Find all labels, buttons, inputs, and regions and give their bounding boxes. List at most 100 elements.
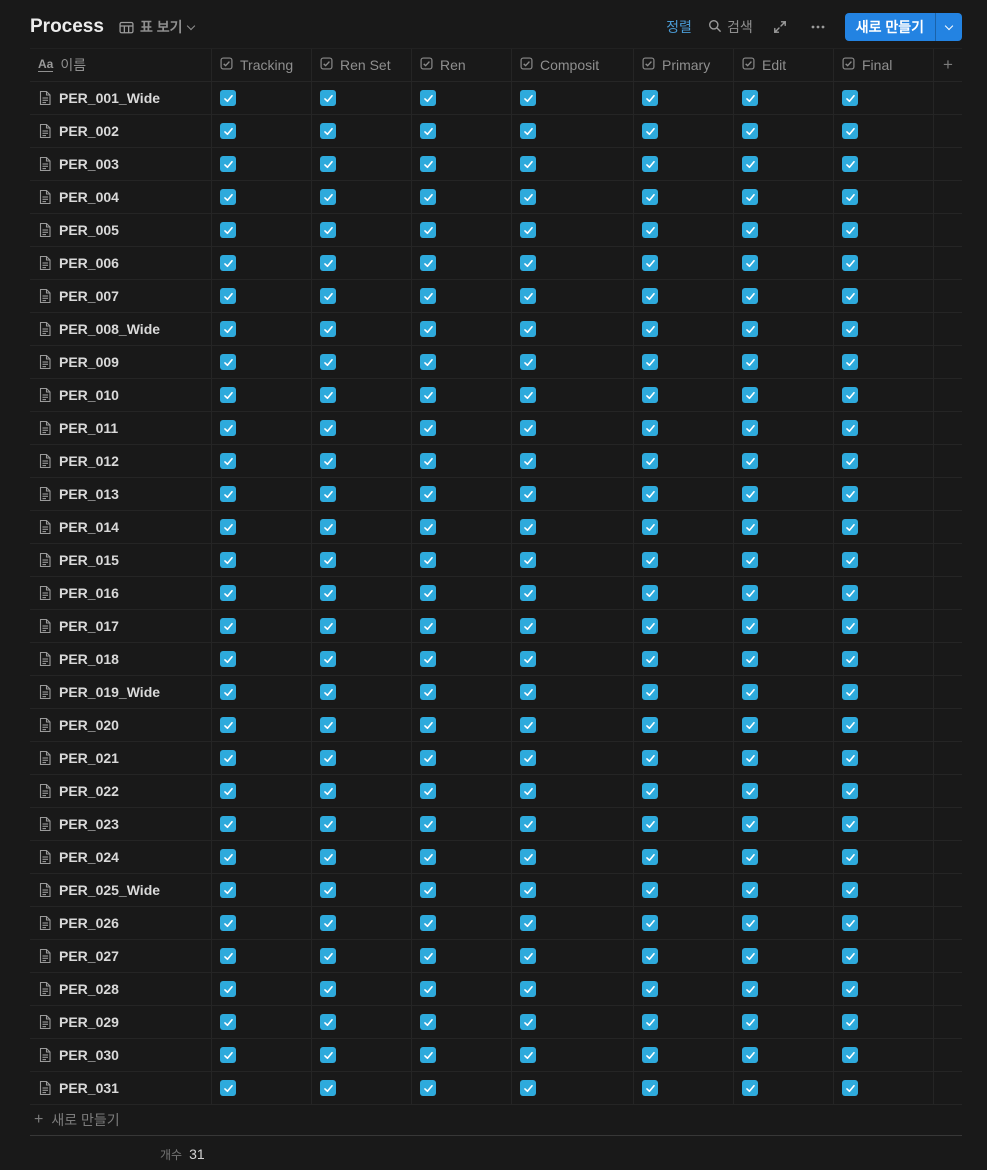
checkbox[interactable]: [742, 189, 758, 205]
checkbox-cell[interactable]: [212, 445, 312, 477]
checkbox[interactable]: [320, 189, 336, 205]
checkbox[interactable]: [420, 354, 436, 370]
table-row[interactable]: PER_019_Wide: [30, 676, 962, 709]
checkbox-cell[interactable]: [412, 544, 512, 576]
checkbox[interactable]: [742, 915, 758, 931]
row-name-cell[interactable]: PER_027: [30, 940, 212, 972]
checkbox-cell[interactable]: [834, 709, 934, 741]
checkbox-cell[interactable]: [734, 445, 834, 477]
checkbox[interactable]: [742, 519, 758, 535]
checkbox[interactable]: [420, 453, 436, 469]
checkbox-cell[interactable]: [834, 148, 934, 180]
checkbox-cell[interactable]: [634, 676, 734, 708]
checkbox[interactable]: [520, 387, 536, 403]
checkbox-cell[interactable]: [512, 709, 634, 741]
checkbox-cell[interactable]: [634, 313, 734, 345]
column-header[interactable]: Primary: [634, 49, 734, 81]
checkbox-cell[interactable]: [412, 82, 512, 114]
checkbox-cell[interactable]: [512, 643, 634, 675]
checkbox[interactable]: [842, 552, 858, 568]
checkbox[interactable]: [520, 783, 536, 799]
checkbox-cell[interactable]: [734, 808, 834, 840]
checkbox-cell[interactable]: [834, 115, 934, 147]
view-selector[interactable]: 표 보기: [119, 17, 196, 37]
checkbox-cell[interactable]: [312, 775, 412, 807]
row-name-cell[interactable]: PER_013: [30, 478, 212, 510]
checkbox-cell[interactable]: [412, 940, 512, 972]
checkbox-cell[interactable]: [834, 643, 934, 675]
checkbox-cell[interactable]: [734, 874, 834, 906]
checkbox-cell[interactable]: [834, 214, 934, 246]
checkbox-cell[interactable]: [512, 676, 634, 708]
checkbox-cell[interactable]: [634, 841, 734, 873]
checkbox[interactable]: [742, 420, 758, 436]
checkbox-cell[interactable]: [834, 445, 934, 477]
checkbox-cell[interactable]: [512, 412, 634, 444]
checkbox[interactable]: [220, 354, 236, 370]
checkbox[interactable]: [320, 750, 336, 766]
checkbox[interactable]: [420, 585, 436, 601]
checkbox-cell[interactable]: [834, 412, 934, 444]
checkbox-cell[interactable]: [512, 610, 634, 642]
checkbox-cell[interactable]: [212, 214, 312, 246]
checkbox[interactable]: [320, 90, 336, 106]
checkbox[interactable]: [420, 288, 436, 304]
checkbox[interactable]: [742, 1047, 758, 1063]
row-name-cell[interactable]: PER_029: [30, 1006, 212, 1038]
checkbox-cell[interactable]: [512, 1039, 634, 1071]
checkbox[interactable]: [842, 189, 858, 205]
checkbox[interactable]: [220, 651, 236, 667]
checkbox[interactable]: [842, 1047, 858, 1063]
checkbox-cell[interactable]: [212, 511, 312, 543]
table-row[interactable]: PER_027: [30, 940, 962, 973]
checkbox[interactable]: [320, 354, 336, 370]
checkbox[interactable]: [742, 156, 758, 172]
row-name-cell[interactable]: PER_002: [30, 115, 212, 147]
checkbox[interactable]: [520, 750, 536, 766]
checkbox[interactable]: [420, 90, 436, 106]
checkbox[interactable]: [520, 981, 536, 997]
checkbox-cell[interactable]: [212, 775, 312, 807]
checkbox-cell[interactable]: [512, 478, 634, 510]
row-name-cell[interactable]: PER_024: [30, 841, 212, 873]
checkbox-cell[interactable]: [834, 775, 934, 807]
expand-icon[interactable]: [769, 16, 791, 38]
checkbox-cell[interactable]: [212, 1039, 312, 1071]
checkbox[interactable]: [642, 552, 658, 568]
checkbox[interactable]: [842, 519, 858, 535]
checkbox-cell[interactable]: [512, 511, 634, 543]
checkbox[interactable]: [520, 948, 536, 964]
checkbox-cell[interactable]: [734, 742, 834, 774]
sort-button[interactable]: 정렬: [666, 19, 692, 35]
table-row[interactable]: PER_008_Wide: [30, 313, 962, 346]
checkbox-cell[interactable]: [212, 742, 312, 774]
checkbox-cell[interactable]: [212, 907, 312, 939]
checkbox-cell[interactable]: [734, 1006, 834, 1038]
checkbox-cell[interactable]: [312, 1006, 412, 1038]
checkbox[interactable]: [320, 915, 336, 931]
checkbox[interactable]: [842, 255, 858, 271]
checkbox-cell[interactable]: [634, 709, 734, 741]
row-name-cell[interactable]: PER_017: [30, 610, 212, 642]
row-name-cell[interactable]: PER_023: [30, 808, 212, 840]
checkbox[interactable]: [742, 717, 758, 733]
row-name-cell[interactable]: PER_016: [30, 577, 212, 609]
row-name-cell[interactable]: PER_003: [30, 148, 212, 180]
checkbox[interactable]: [220, 849, 236, 865]
column-header[interactable]: Tracking: [212, 49, 312, 81]
checkbox[interactable]: [842, 90, 858, 106]
checkbox[interactable]: [842, 651, 858, 667]
row-name-cell[interactable]: PER_001_Wide: [30, 82, 212, 114]
checkbox[interactable]: [220, 684, 236, 700]
checkbox-cell[interactable]: [512, 940, 634, 972]
table-row[interactable]: PER_001_Wide: [30, 82, 962, 115]
checkbox-cell[interactable]: [512, 115, 634, 147]
checkbox[interactable]: [520, 1047, 536, 1063]
checkbox-cell[interactable]: [634, 478, 734, 510]
checkbox[interactable]: [320, 618, 336, 634]
checkbox-cell[interactable]: [734, 115, 834, 147]
checkbox-cell[interactable]: [312, 643, 412, 675]
checkbox-cell[interactable]: [512, 379, 634, 411]
checkbox[interactable]: [642, 915, 658, 931]
checkbox[interactable]: [842, 948, 858, 964]
